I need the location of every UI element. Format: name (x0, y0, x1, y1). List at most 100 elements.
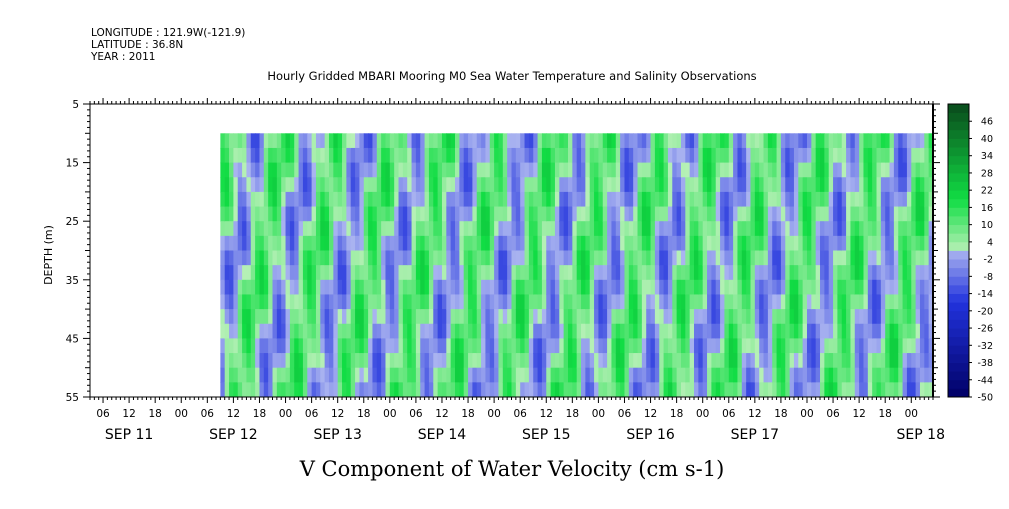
heatmap-cell (498, 338, 504, 354)
heatmap-cell (342, 279, 347, 296)
heatmap-cell (498, 147, 504, 164)
heatmap-cell (528, 235, 534, 252)
heatmap-cell (763, 279, 769, 296)
heatmap-cell (841, 162, 847, 178)
heatmap-cell (720, 162, 726, 178)
heatmap-cell (398, 338, 404, 354)
heatmap-cell (876, 235, 882, 252)
heatmap-cell (780, 250, 786, 266)
heatmap-cell (298, 191, 304, 208)
heatmap-cell (637, 294, 643, 310)
heatmap-cell (489, 382, 495, 397)
heatmap-cell (289, 338, 295, 354)
heatmap-cell (476, 309, 482, 325)
heatmap-cell (724, 367, 730, 383)
heatmap-cell (607, 367, 613, 383)
heatmap-cell (255, 353, 261, 369)
heatmap-cell (581, 235, 586, 252)
heatmap-cell (633, 279, 639, 296)
heatmap-cell (785, 382, 791, 397)
heatmap-cell (276, 162, 282, 178)
heatmap-cell (463, 235, 469, 252)
heatmap-cell (663, 279, 669, 296)
heatmap-cell (576, 382, 582, 397)
heatmap-cell (250, 265, 256, 281)
heatmap-cell (720, 323, 726, 339)
heatmap-cell (806, 353, 812, 369)
heatmap-cell (680, 265, 686, 281)
heatmap-cell (554, 162, 560, 178)
y-axis-label: DEPTH (m) (42, 225, 55, 285)
heatmap-cell (220, 221, 226, 237)
heatmap-cell (368, 206, 374, 222)
heatmap-cell (924, 221, 930, 237)
heatmap-cell (250, 133, 256, 149)
heatmap-cell (485, 309, 491, 325)
heatmap-cell (589, 309, 595, 325)
heatmap-cell (811, 309, 817, 325)
heatmap-cell (220, 250, 226, 266)
heatmap-cell (906, 353, 912, 369)
heatmap-cell (850, 294, 856, 310)
heatmap-cell (476, 162, 482, 178)
x-day-label: SEP 14 (418, 427, 467, 443)
heatmap-cell (320, 279, 326, 296)
heatmap-cell (785, 221, 791, 237)
heatmap-cell (759, 221, 765, 237)
heatmap-cell (507, 294, 513, 310)
heatmap-cell (872, 323, 878, 339)
x-tick-label: 06 (514, 408, 528, 420)
x-tick-label: 12 (540, 408, 553, 420)
heatmap-cell (402, 206, 408, 222)
heatmap-cell (793, 265, 799, 281)
heatmap-cell (833, 265, 839, 281)
colorbar-swatch (948, 129, 969, 139)
heatmap-cell (350, 367, 356, 383)
colorbar-label: -8 (984, 272, 993, 283)
heatmap-cell (598, 309, 604, 325)
heatmap-cell (485, 177, 491, 193)
heatmap-cell (363, 250, 369, 266)
heatmap-cell (607, 162, 613, 178)
heatmap-cell (880, 353, 886, 369)
heatmap-cell (346, 353, 352, 369)
heatmap-cell (376, 265, 382, 281)
heatmap-cell (641, 353, 647, 369)
heatmap-cell (337, 323, 343, 339)
heatmap-cell (415, 353, 421, 369)
heatmap-cell (411, 265, 417, 281)
heatmap-cell (463, 265, 469, 281)
heatmap-cell (550, 309, 556, 325)
heatmap-cell (885, 294, 891, 310)
heatmap-cell (711, 338, 717, 354)
heatmap-cell (707, 133, 712, 149)
heatmap-cell (602, 367, 608, 383)
heatmap-cell (820, 323, 825, 339)
heatmap-cell (733, 338, 739, 354)
heatmap-cell (685, 147, 691, 164)
heatmap-cell (415, 279, 421, 296)
heatmap-cell (533, 250, 539, 266)
heatmap-cell (424, 309, 430, 325)
heatmap-cell (785, 367, 791, 383)
heatmap-cell (581, 367, 586, 383)
heatmap-cell (385, 353, 391, 369)
heatmap-cell (385, 147, 391, 164)
heatmap-cell (650, 191, 656, 208)
heatmap-cell (559, 147, 565, 164)
heatmap-cell (694, 382, 699, 397)
heatmap-cell (476, 323, 482, 339)
heatmap-cell (420, 338, 426, 354)
heatmap-cell (685, 235, 691, 252)
heatmap-cell (302, 353, 308, 369)
heatmap-cell (867, 338, 873, 354)
heatmap-cell (259, 382, 265, 397)
heatmap-cell (637, 265, 643, 281)
heatmap-cell (793, 323, 799, 339)
heatmap-cell (685, 382, 691, 397)
x-tick-label: 06 (618, 408, 632, 420)
heatmap-cell (746, 250, 752, 266)
heatmap-cell (255, 382, 261, 397)
heatmap-cell (733, 367, 739, 383)
heatmap-cell (672, 367, 678, 383)
